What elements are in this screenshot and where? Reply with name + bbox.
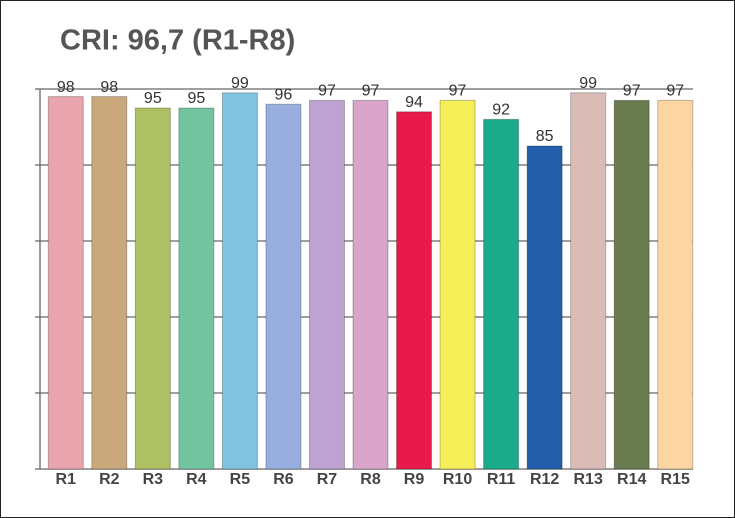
value-label: 97 — [623, 83, 641, 100]
value-label: 99 — [579, 75, 597, 92]
value-label: 96 — [275, 86, 293, 103]
x-tick-label: R15 — [661, 471, 690, 488]
value-label: 92 — [492, 102, 510, 119]
bar — [134, 107, 171, 470]
value-label: 95 — [144, 90, 162, 107]
bar — [221, 92, 258, 470]
x-tick-label: R12 — [530, 471, 559, 488]
value-label: 97 — [449, 83, 467, 100]
value-label: 85 — [536, 128, 554, 145]
value-label: 97 — [666, 83, 684, 100]
bar — [657, 99, 694, 470]
value-label: 98 — [100, 79, 118, 96]
x-tick-label: R3 — [143, 471, 164, 488]
x-tick-label: R1 — [56, 471, 77, 488]
value-label: 99 — [231, 75, 249, 92]
value-label: 94 — [405, 94, 423, 111]
bar — [352, 99, 389, 470]
bar — [47, 96, 84, 470]
bar — [308, 99, 345, 470]
value-label: 98 — [57, 79, 75, 96]
bar — [526, 145, 563, 470]
bar — [178, 107, 215, 470]
value-label: 95 — [187, 90, 205, 107]
x-tick-label: R13 — [573, 471, 602, 488]
x-tick-label: R10 — [443, 471, 472, 488]
x-tick-label: R7 — [317, 471, 338, 488]
x-tick-label: R9 — [404, 471, 425, 488]
value-label: 97 — [318, 83, 336, 100]
bar — [396, 111, 433, 470]
chart-title: CRI: 96,7 (R1-R8) — [60, 25, 295, 57]
x-tick-label: R2 — [99, 471, 120, 488]
bar — [265, 103, 302, 470]
bar — [91, 96, 128, 470]
x-tick-label: R11 — [487, 471, 516, 488]
x-tick-label: R14 — [617, 471, 646, 488]
bar — [613, 99, 650, 470]
bar — [439, 99, 476, 470]
bar — [570, 92, 607, 470]
x-tick-label: R6 — [273, 471, 294, 488]
x-tick-label: R5 — [230, 471, 251, 488]
value-label: 97 — [362, 83, 380, 100]
x-tick-label: R8 — [360, 471, 381, 488]
bar — [483, 118, 520, 470]
x-tick-label: R4 — [186, 471, 207, 488]
